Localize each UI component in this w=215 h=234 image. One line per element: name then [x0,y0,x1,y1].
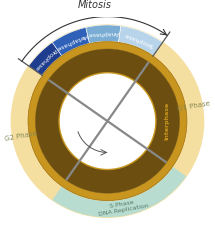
Wedge shape [35,49,180,193]
Wedge shape [58,72,157,170]
Text: Metaphase: Metaphase [55,32,89,50]
Wedge shape [108,26,163,121]
Text: G1 Phase: G1 Phase [177,100,211,112]
Wedge shape [62,121,173,201]
Wedge shape [52,27,108,121]
Wedge shape [52,121,186,217]
Wedge shape [29,42,108,121]
Circle shape [28,42,187,201]
Text: Anaphase: Anaphase [88,30,119,37]
Circle shape [11,25,204,217]
Text: Mitosis: Mitosis [78,0,112,10]
Wedge shape [86,25,121,121]
Text: Prophase: Prophase [33,47,57,71]
Text: Telophase: Telophase [124,31,155,48]
Circle shape [60,74,155,168]
Wedge shape [28,42,187,201]
Text: G2 Phase: G2 Phase [4,131,38,142]
Text: Interphase: Interphase [164,102,170,140]
Text: S Phase
DNA Replication: S Phase DNA Replication [97,198,149,217]
